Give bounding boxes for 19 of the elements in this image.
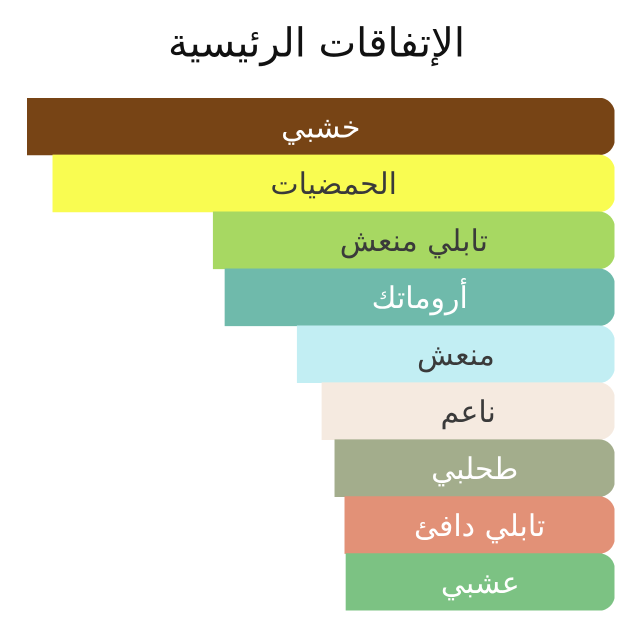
y-tick-label: ناعم [440, 394, 496, 430]
bar [346, 553, 614, 610]
y-tick-label: طحلبي [431, 452, 518, 487]
y-tick-label: أروماتك [372, 278, 468, 316]
y-tick-label: تابلي دافئ [414, 508, 546, 544]
y-tick-label: تابلي منعش [340, 224, 488, 260]
bar [27, 98, 614, 156]
chart-title: الإتفاقات الرئيسية [168, 20, 465, 66]
y-tick-label: منعش [416, 338, 495, 374]
y-tick-label: خشبي [281, 110, 360, 146]
y-tick-label: عشبي [440, 566, 520, 601]
bar [344, 496, 614, 554]
bar [296, 325, 614, 384]
bar [52, 154, 614, 212]
bar [334, 439, 614, 497]
bar [322, 382, 614, 440]
bar [224, 268, 614, 326]
bar [212, 212, 614, 270]
y-tick-label: الحمضيات [270, 167, 397, 202]
